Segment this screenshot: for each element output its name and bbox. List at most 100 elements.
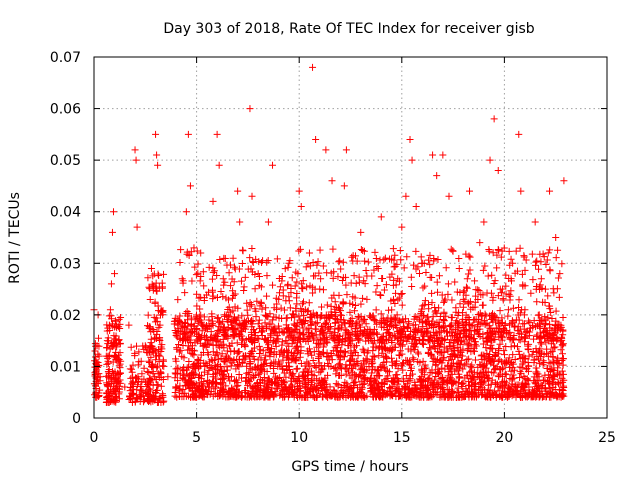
data-point <box>322 380 330 388</box>
data-point <box>476 239 484 247</box>
data-point <box>360 393 368 401</box>
data-point <box>339 258 347 266</box>
data-point <box>116 325 124 333</box>
data-point <box>306 318 314 326</box>
data-point <box>560 384 568 392</box>
data-point <box>143 368 151 376</box>
data-point <box>543 331 551 339</box>
data-point <box>537 339 545 347</box>
data-point <box>247 265 255 273</box>
data-point <box>443 391 451 399</box>
data-point <box>502 371 510 379</box>
data-point <box>282 337 290 345</box>
data-point <box>413 314 421 322</box>
data-point <box>288 274 296 282</box>
data-point <box>370 266 378 274</box>
data-point <box>550 325 558 333</box>
data-point <box>391 320 399 328</box>
data-point <box>104 368 112 376</box>
data-point <box>379 275 387 283</box>
data-point <box>230 333 238 341</box>
data-point <box>179 386 187 394</box>
data-point <box>515 130 523 138</box>
data-point <box>549 336 557 344</box>
data-point <box>178 352 186 360</box>
data-point <box>342 334 350 342</box>
data-point <box>386 384 394 392</box>
data-point <box>257 328 265 336</box>
data-point <box>213 130 221 138</box>
data-point <box>151 298 159 306</box>
data-point <box>284 263 292 271</box>
data-point <box>465 252 473 260</box>
data-point <box>439 315 447 323</box>
data-point <box>501 370 509 378</box>
data-point <box>300 312 308 320</box>
data-point <box>426 261 434 269</box>
data-point <box>315 269 323 277</box>
data-point <box>149 344 157 352</box>
data-point <box>287 374 295 382</box>
data-point <box>295 247 303 255</box>
data-point <box>551 343 559 351</box>
data-point <box>367 374 375 382</box>
data-point <box>111 335 119 343</box>
data-point <box>193 302 201 310</box>
data-point <box>496 340 504 348</box>
data-point <box>291 377 299 385</box>
data-point <box>472 389 480 397</box>
data-point <box>476 361 484 369</box>
data-point <box>193 336 201 344</box>
data-point <box>145 357 153 365</box>
data-point <box>391 251 399 259</box>
data-point <box>190 380 198 388</box>
data-point <box>391 333 399 341</box>
data-point <box>291 345 299 353</box>
data-point <box>539 376 547 384</box>
data-point <box>290 350 298 358</box>
data-point <box>359 246 367 254</box>
data-point <box>498 334 506 342</box>
data-point <box>227 362 235 370</box>
data-point <box>251 285 259 293</box>
data-point <box>282 362 290 370</box>
data-point <box>197 382 205 390</box>
data-point <box>146 295 154 303</box>
data-point <box>154 370 162 378</box>
data-point <box>344 383 352 391</box>
data-point <box>378 345 386 353</box>
data-point <box>293 319 301 327</box>
data-point <box>554 335 562 343</box>
data-point <box>489 249 497 257</box>
data-point <box>298 371 306 379</box>
data-point <box>521 380 529 388</box>
data-point <box>265 348 273 356</box>
data-point <box>474 325 482 333</box>
data-point <box>282 373 290 381</box>
data-point <box>130 389 138 397</box>
data-point <box>533 368 541 376</box>
data-point <box>302 384 310 392</box>
data-point <box>289 311 297 319</box>
data-point <box>509 318 517 326</box>
data-point <box>245 335 253 343</box>
data-point <box>359 294 367 302</box>
data-point <box>489 358 497 366</box>
data-point <box>314 258 322 266</box>
data-point <box>241 343 249 351</box>
data-point <box>494 166 502 174</box>
data-point <box>489 294 497 302</box>
data-point <box>369 363 377 371</box>
data-point <box>263 313 271 321</box>
data-point <box>426 251 434 259</box>
data-point <box>108 342 116 350</box>
data-point <box>502 290 510 298</box>
data-point <box>466 266 474 274</box>
data-point <box>366 312 374 320</box>
data-point <box>536 250 544 258</box>
data-point <box>306 262 314 270</box>
data-point <box>205 316 213 324</box>
data-point <box>455 322 463 330</box>
data-point <box>214 366 222 374</box>
data-point <box>400 377 408 385</box>
